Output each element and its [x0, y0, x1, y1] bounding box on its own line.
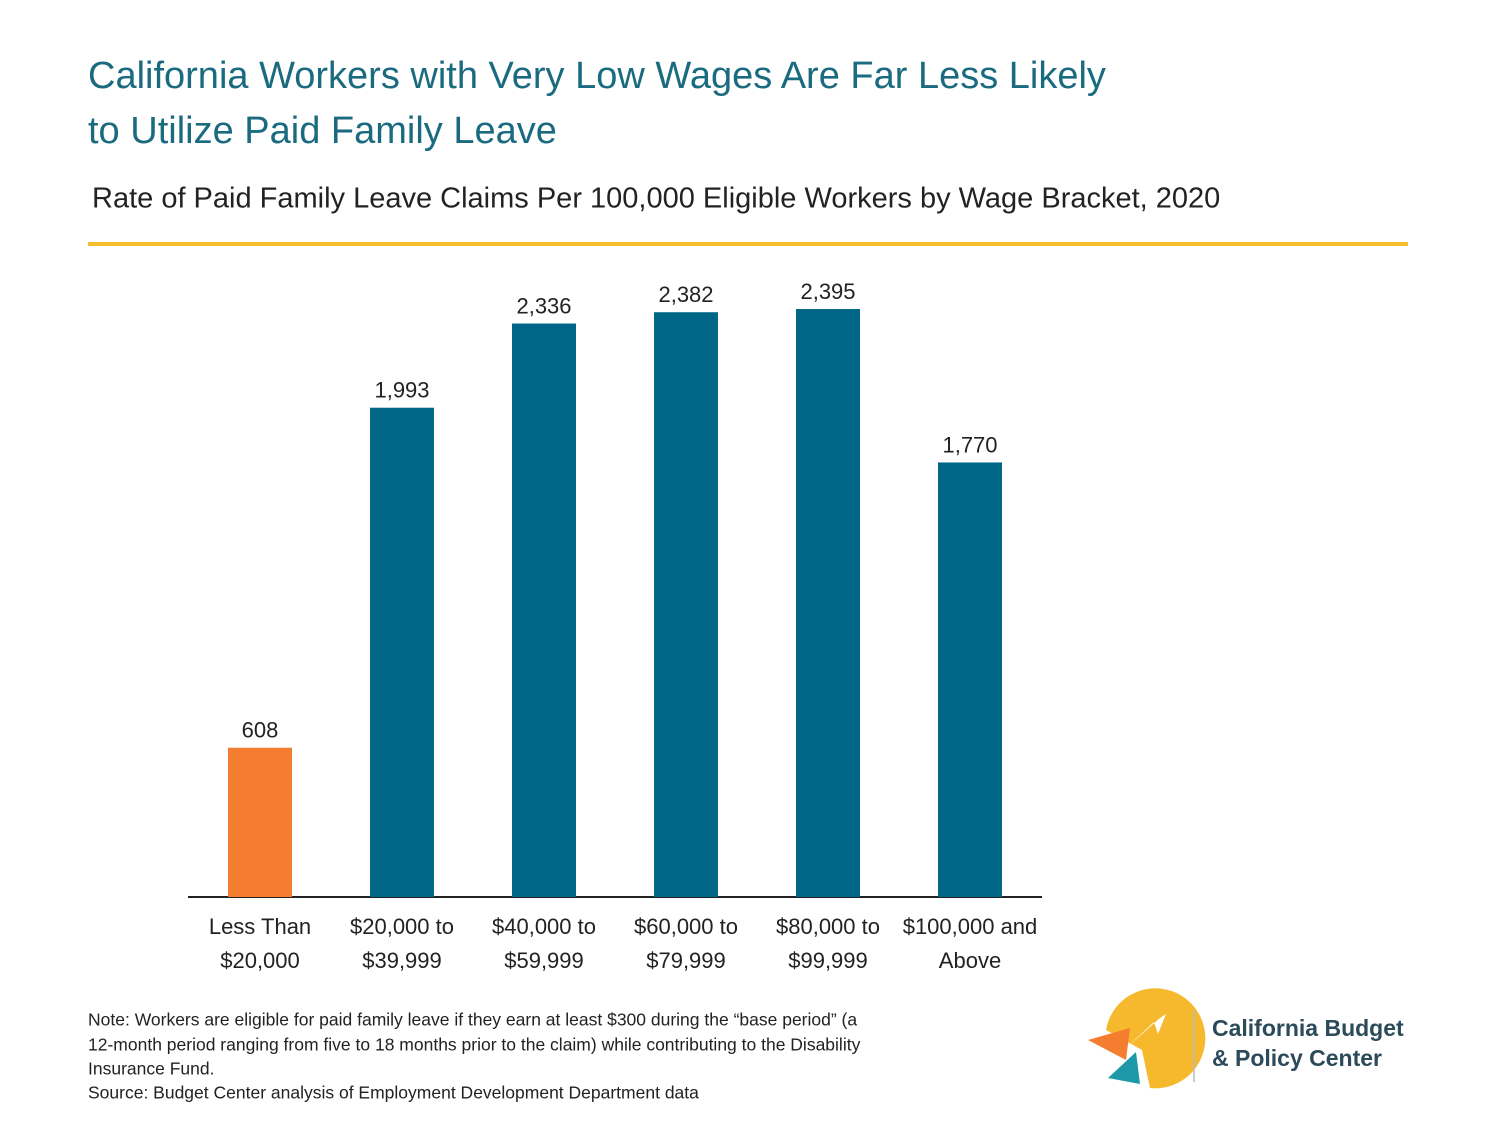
x-tick-label: $79,999: [646, 948, 726, 973]
x-tick-label: $59,999: [504, 948, 584, 973]
x-tick-label: $60,000 to: [634, 914, 738, 939]
value-label: 1,993: [374, 378, 429, 403]
logo-text: & Policy Center: [1212, 1045, 1382, 1071]
logo-mark: [1088, 988, 1206, 1089]
x-tick-label: Above: [939, 948, 1001, 973]
note: 12-month period ranging from five to 18 …: [88, 1035, 861, 1055]
bar: [512, 323, 576, 898]
x-tick-label: $100,000 and: [903, 914, 1038, 939]
bar: [370, 407, 434, 897]
value-label: 2,336: [516, 293, 571, 318]
value-label: 2,382: [658, 282, 713, 307]
chart-subtitle: Rate of Paid Family Leave Claims Per 100…: [92, 183, 1220, 215]
value-label: 608: [242, 718, 279, 743]
chart-title: California Workers with Very Low Wages A…: [88, 55, 1106, 97]
bar: [654, 312, 718, 897]
x-tick-label: $40,000 to: [492, 914, 596, 939]
x-tick-label: $20,000: [220, 948, 300, 973]
note: Note: Workers are eligible for paid fami…: [88, 1010, 857, 1030]
bar: [228, 747, 292, 897]
source: Source: Budget Center analysis of Employ…: [88, 1083, 699, 1103]
value-label: 1,770: [942, 432, 997, 457]
x-tick-label: $80,000 to: [776, 914, 880, 939]
note: Insurance Fund.: [88, 1059, 214, 1079]
bar: [938, 462, 1002, 897]
x-tick-label: Less Than: [209, 914, 311, 939]
bar: [796, 309, 860, 898]
x-tick-label: $99,999: [788, 948, 868, 973]
value-label: 2,395: [800, 279, 855, 304]
logo-text: California Budget: [1212, 1015, 1404, 1041]
x-tick-label: $20,000 to: [350, 914, 454, 939]
chart-title: to Utilize Paid Family Leave: [88, 110, 557, 152]
x-tick-label: $39,999: [362, 948, 442, 973]
